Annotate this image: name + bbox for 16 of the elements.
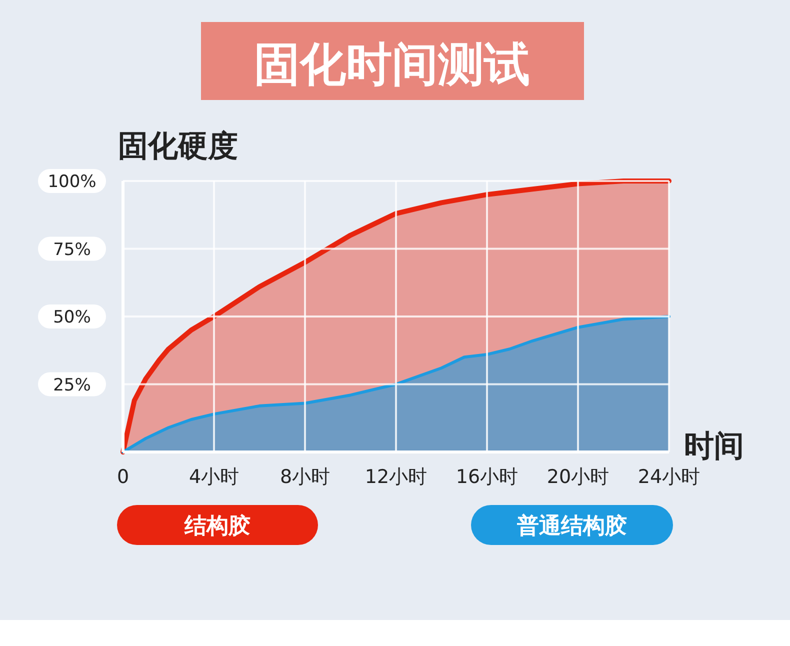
x-tick-label: 4小时 (188, 466, 240, 488)
chart-title: 固化时间测试 (254, 37, 530, 91)
x-tick-label: 12小时 (364, 466, 428, 488)
text: 结构胶 (184, 513, 250, 539)
y-tick-label: 100% (48, 172, 96, 192)
y-tick-label: 25% (53, 375, 91, 396)
x-tick-label: 20小时 (546, 466, 610, 488)
x-tick-label: 8小时 (280, 466, 330, 488)
y-tick-label: 50% (53, 308, 91, 328)
x-tick-label: 16小时 (456, 466, 518, 488)
x-axis-title: 时间 (684, 429, 744, 464)
x-tick-label: 24小时 (638, 466, 700, 488)
text: 普通结构胶 (516, 513, 627, 539)
y-tick-label: 75% (53, 240, 91, 260)
x-tick-label: 0 (116, 466, 130, 488)
y-axis-title: 固化硬度 (118, 129, 238, 164)
